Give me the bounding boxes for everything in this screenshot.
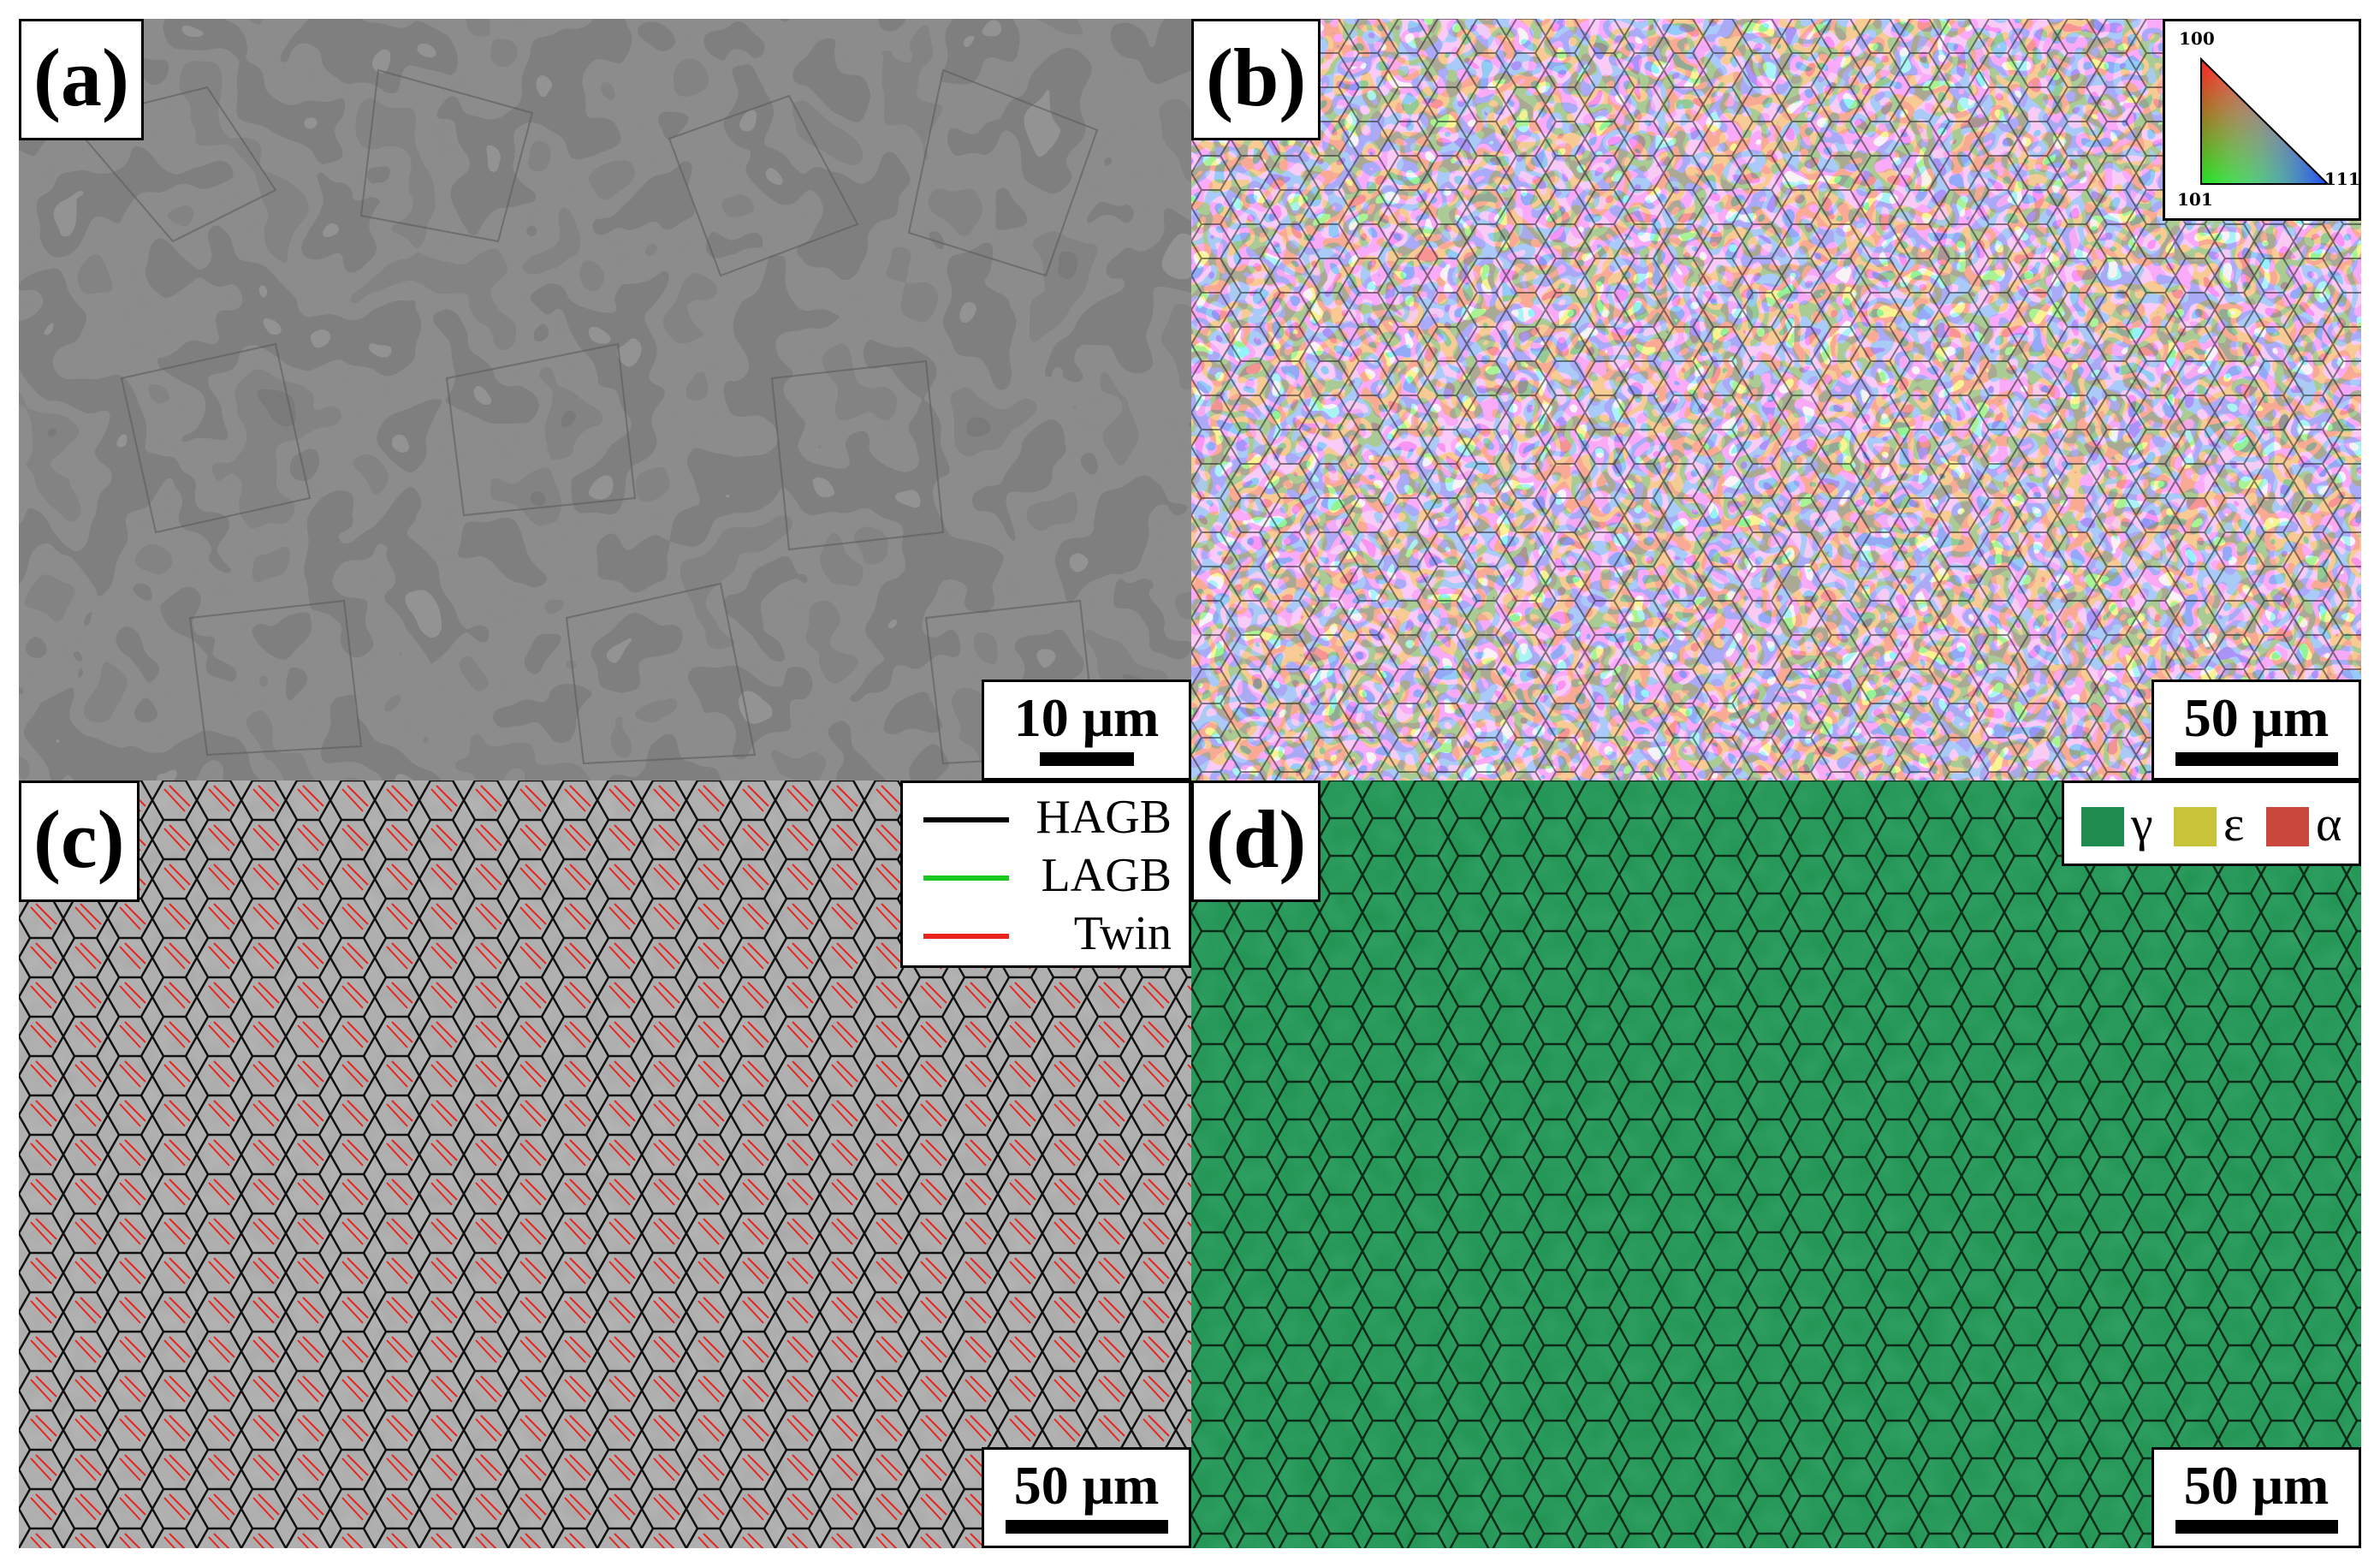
panel-a-scale-bar: 10 μm bbox=[982, 680, 1191, 781]
legend-hagb: HAGB bbox=[923, 792, 1180, 843]
legend-hagb-label: HAGB bbox=[1036, 791, 1172, 844]
ipf-triangle bbox=[2200, 56, 2330, 185]
panel-b-scale-bar: 50 μm bbox=[2151, 680, 2361, 781]
legend-twin-label: Twin bbox=[1073, 907, 1172, 960]
panel-b-label: (b) bbox=[1191, 19, 1321, 140]
panel-d-scale-text: 50 μm bbox=[2183, 1455, 2330, 1516]
alpha-symbol: α bbox=[2316, 796, 2342, 852]
lagb-line-swatch bbox=[923, 876, 1009, 881]
legend-lagb-label: LAGB bbox=[1041, 849, 1172, 902]
panel-c-boundary-map: (c) HAGB LAGB Twin 50 μm bbox=[19, 781, 1191, 1548]
panel-d-phase-map: (d) γ ε α 50 μm bbox=[1191, 781, 2361, 1548]
panel-a-image bbox=[19, 19, 1191, 781]
hagb-line-swatch bbox=[923, 817, 1009, 822]
panel-c-scale-bar: 50 μm bbox=[982, 1447, 1191, 1548]
panel-d-image bbox=[1191, 781, 2361, 1548]
alpha-swatch bbox=[2266, 807, 2309, 846]
epsilon-symbol: ε bbox=[2223, 796, 2245, 852]
panel-a-scale-line bbox=[1039, 752, 1134, 766]
panel-c-label: (c) bbox=[19, 781, 139, 902]
ipf-label-100: 100 bbox=[2179, 28, 2215, 49]
gamma-swatch bbox=[2081, 807, 2124, 846]
boundary-legend: HAGB LAGB Twin bbox=[900, 781, 1191, 968]
panel-c-image bbox=[19, 781, 1191, 1548]
panel-a-label: (a) bbox=[19, 19, 144, 140]
panel-a-sem-micrograph: (a) 10 μm bbox=[19, 19, 1191, 781]
panel-b-ipf-map: (b) 100 101 111 50 μm bbox=[1191, 19, 2361, 781]
panel-c-scale-line bbox=[1005, 1520, 1168, 1534]
panel-b-scale-line bbox=[2175, 752, 2338, 766]
ipf-color-key: 100 101 111 bbox=[2163, 19, 2361, 221]
epsilon-swatch bbox=[2174, 807, 2217, 846]
panel-a-scale-text: 10 μm bbox=[1013, 687, 1160, 748]
panel-d-scale-line bbox=[2175, 1520, 2338, 1534]
panel-d-label: (d) bbox=[1191, 781, 1321, 902]
ipf-label-101: 101 bbox=[2177, 189, 2213, 210]
legend-lagb: LAGB bbox=[923, 850, 1180, 901]
gamma-symbol: γ bbox=[2131, 796, 2153, 852]
legend-twin: Twin bbox=[923, 908, 1180, 959]
panel-c-scale-text: 50 μm bbox=[1013, 1455, 1160, 1516]
ipf-label-111: 111 bbox=[2324, 169, 2360, 189]
twin-line-swatch bbox=[923, 934, 1009, 939]
panel-d-scale-bar: 50 μm bbox=[2151, 1447, 2361, 1548]
panel-b-scale-text: 50 μm bbox=[2183, 687, 2330, 748]
phase-legend: γ ε α bbox=[2062, 781, 2361, 866]
